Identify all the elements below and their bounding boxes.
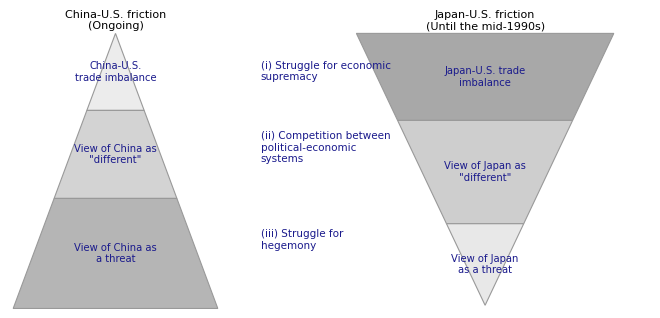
Polygon shape — [13, 198, 218, 308]
Text: (iii) Struggle for
hegemony: (iii) Struggle for hegemony — [261, 229, 343, 251]
Text: View of Japan as
"different": View of Japan as "different" — [444, 161, 526, 183]
Polygon shape — [356, 33, 614, 121]
Polygon shape — [87, 33, 144, 110]
Text: China-U.S.
trade imbalance: China-U.S. trade imbalance — [75, 61, 156, 83]
Text: Japan-U.S. trade
imbalance: Japan-U.S. trade imbalance — [444, 66, 526, 88]
Polygon shape — [446, 224, 524, 305]
Text: View of Japan
as a threat: View of Japan as a threat — [451, 254, 519, 275]
Text: Japan-U.S. friction
(Until the mid-1990s): Japan-U.S. friction (Until the mid-1990s… — [426, 10, 544, 31]
Text: China-U.S. friction
(Ongoing): China-U.S. friction (Ongoing) — [65, 10, 166, 31]
Text: (i) Struggle for economic
supremacy: (i) Struggle for economic supremacy — [261, 61, 391, 82]
Polygon shape — [54, 110, 177, 198]
Text: View of China as
"different": View of China as "different" — [74, 144, 157, 165]
Polygon shape — [397, 121, 573, 224]
Text: View of China as
a threat: View of China as a threat — [74, 243, 157, 264]
Text: (ii) Competition between
political-economic
systems: (ii) Competition between political-econo… — [261, 131, 390, 164]
